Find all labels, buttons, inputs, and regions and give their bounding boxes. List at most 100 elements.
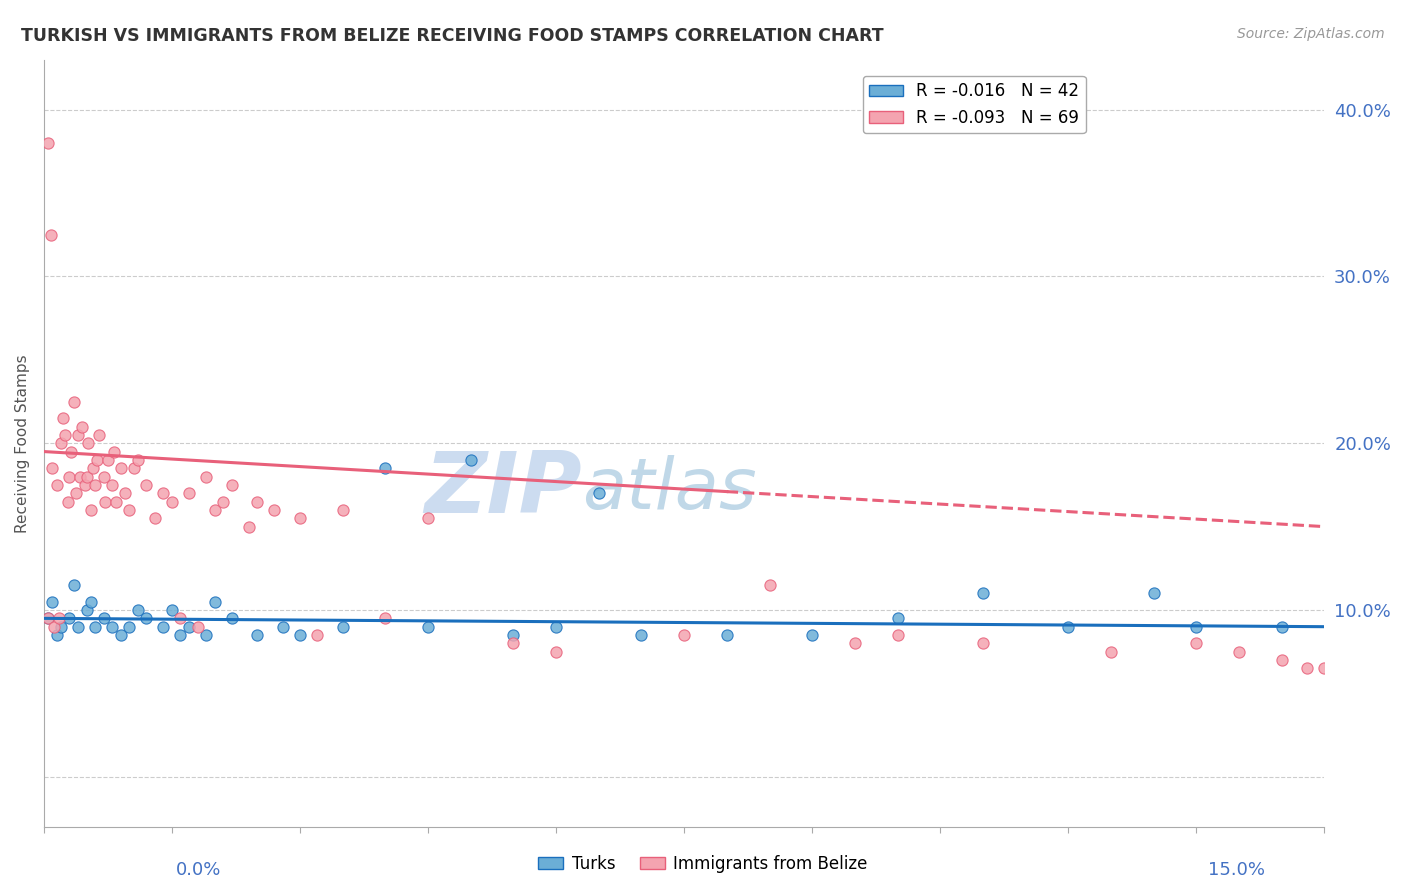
Point	[118, 620, 141, 634]
Point	[76, 469, 98, 483]
Point	[263, 503, 285, 517]
Point	[886, 628, 908, 642]
Point	[101, 620, 124, 634]
Point	[238, 519, 260, 533]
Point	[135, 478, 157, 492]
Point	[630, 628, 652, 642]
Point	[41, 595, 63, 609]
Point	[58, 469, 80, 483]
Point	[80, 595, 103, 609]
Point	[60, 444, 83, 458]
Point	[39, 227, 62, 242]
Point	[94, 494, 117, 508]
Point	[246, 494, 269, 508]
Point	[93, 611, 115, 625]
Point	[271, 620, 294, 634]
Point	[160, 494, 183, 508]
Point	[110, 461, 132, 475]
Point	[716, 628, 738, 642]
Point	[86, 453, 108, 467]
Point	[177, 486, 200, 500]
Point	[160, 603, 183, 617]
Point	[152, 486, 174, 500]
Point	[332, 503, 354, 517]
Point	[546, 645, 568, 659]
Point	[1099, 645, 1122, 659]
Point	[972, 586, 994, 600]
Point	[56, 494, 79, 508]
Point	[37, 611, 59, 625]
Point	[127, 603, 149, 617]
Point	[374, 461, 396, 475]
Point	[118, 503, 141, 517]
Point	[673, 628, 696, 642]
Text: Source: ZipAtlas.com: Source: ZipAtlas.com	[1237, 27, 1385, 41]
Point	[195, 628, 218, 642]
Text: TURKISH VS IMMIGRANTS FROM BELIZE RECEIVING FOOD STAMPS CORRELATION CHART: TURKISH VS IMMIGRANTS FROM BELIZE RECEIV…	[21, 27, 884, 45]
Point	[65, 486, 87, 500]
Point	[67, 428, 90, 442]
Point	[1185, 620, 1208, 634]
Point	[416, 620, 439, 634]
Point	[546, 620, 568, 634]
Point	[52, 411, 75, 425]
Point	[886, 611, 908, 625]
Point	[135, 611, 157, 625]
Point	[122, 461, 145, 475]
Point	[1271, 620, 1294, 634]
Point	[169, 611, 191, 625]
Text: 0.0%: 0.0%	[176, 861, 221, 879]
Point	[93, 469, 115, 483]
Point	[195, 469, 218, 483]
Point	[801, 628, 824, 642]
Point	[97, 453, 120, 467]
Point	[58, 611, 80, 625]
Point	[48, 611, 70, 625]
Point	[105, 494, 128, 508]
Point	[73, 478, 96, 492]
Point	[177, 620, 200, 634]
Point	[169, 628, 191, 642]
Point	[80, 503, 103, 517]
Point	[502, 636, 524, 650]
Point	[62, 578, 84, 592]
Point	[416, 511, 439, 525]
Point	[374, 611, 396, 625]
Point	[37, 611, 59, 625]
Point	[37, 136, 59, 150]
Point	[67, 620, 90, 634]
Point	[288, 511, 311, 525]
Point	[69, 469, 91, 483]
Point	[45, 478, 67, 492]
Point	[84, 620, 107, 634]
Point	[844, 636, 866, 650]
Point	[502, 628, 524, 642]
Point	[187, 620, 209, 634]
Point	[45, 628, 67, 642]
Point	[972, 636, 994, 650]
Point	[332, 620, 354, 634]
Point	[72, 419, 94, 434]
Point	[204, 503, 226, 517]
Point	[41, 461, 63, 475]
Point	[221, 611, 243, 625]
Point	[44, 620, 66, 634]
Text: ZIP: ZIP	[425, 448, 582, 531]
Point	[152, 620, 174, 634]
Point	[89, 428, 111, 442]
Legend: Turks, Immigrants from Belize: Turks, Immigrants from Belize	[531, 848, 875, 880]
Point	[76, 603, 98, 617]
Point	[82, 461, 104, 475]
Point	[110, 628, 132, 642]
Point	[143, 511, 166, 525]
Point	[114, 486, 136, 500]
Text: atlas: atlas	[582, 455, 756, 524]
Point	[221, 478, 243, 492]
Point	[49, 436, 72, 450]
Point	[1227, 645, 1250, 659]
Y-axis label: Receiving Food Stamps: Receiving Food Stamps	[15, 354, 30, 533]
Point	[1057, 620, 1080, 634]
Point	[84, 478, 107, 492]
Point	[1296, 661, 1319, 675]
Point	[101, 478, 124, 492]
